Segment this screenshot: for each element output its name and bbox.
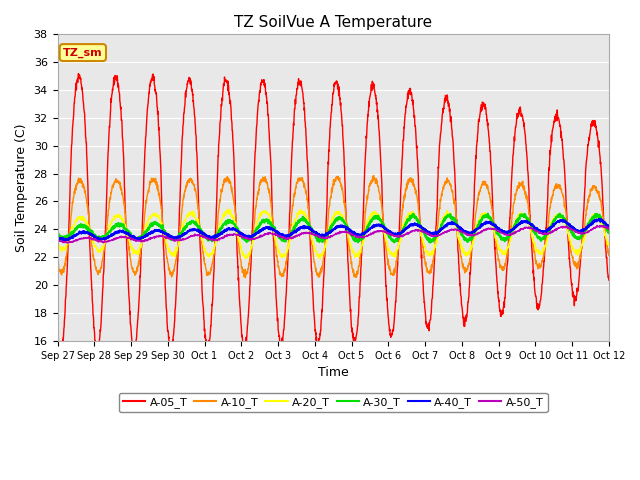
A-10_T: [349, 267, 357, 273]
A-05_T: [57, 353, 65, 359]
A-30_T: [349, 235, 356, 240]
A-10_T: [242, 275, 250, 280]
Line: A-20_T: A-20_T: [58, 209, 609, 259]
A-50_T: [605, 227, 612, 232]
A-30_T: [361, 229, 369, 235]
Line: A-40_T: A-40_T: [58, 219, 609, 240]
Line: A-10_T: A-10_T: [58, 175, 609, 277]
A-10_T: [362, 208, 369, 214]
A-05_T: [605, 277, 612, 283]
A-50_T: [207, 237, 215, 243]
A-20_T: [572, 246, 580, 252]
A-05_T: [362, 152, 369, 158]
A-20_T: [362, 228, 369, 234]
A-40_T: [605, 223, 612, 229]
A-10_T: [557, 186, 564, 192]
A-05_T: [572, 295, 580, 300]
A-50_T: [572, 229, 579, 235]
A-30_T: [605, 230, 612, 236]
A-10_T: [207, 264, 215, 270]
A-05_T: [54, 328, 61, 334]
A-40_T: [493, 226, 501, 231]
Legend: A-05_T, A-10_T, A-20_T, A-30_T, A-40_T, A-50_T: A-05_T, A-10_T, A-20_T, A-30_T, A-40_T, …: [118, 393, 548, 412]
Line: A-50_T: A-50_T: [58, 226, 609, 243]
A-10_T: [605, 252, 612, 258]
A-20_T: [494, 241, 502, 247]
A-50_T: [556, 225, 564, 230]
A-20_T: [557, 213, 564, 219]
A-10_T: [494, 252, 502, 258]
A-05_T: [557, 125, 564, 131]
A-20_T: [316, 256, 324, 262]
A-40_T: [207, 235, 215, 241]
A-30_T: [426, 240, 434, 245]
A-50_T: [362, 234, 369, 240]
A-05_T: [208, 309, 216, 314]
A-20_T: [349, 249, 357, 254]
Y-axis label: Soil Temperature (C): Soil Temperature (C): [15, 123, 28, 252]
A-20_T: [207, 251, 215, 257]
A-30_T: [54, 231, 61, 237]
A-40_T: [63, 238, 71, 243]
A-30_T: [494, 230, 502, 236]
Line: A-05_T: A-05_T: [58, 73, 609, 356]
A-40_T: [556, 218, 564, 224]
Text: TZ_sm: TZ_sm: [63, 48, 102, 58]
A-40_T: [362, 230, 369, 236]
A-50_T: [493, 228, 501, 234]
A-10_T: [54, 260, 61, 266]
A-40_T: [596, 216, 604, 222]
A-20_T: [225, 206, 232, 212]
A-30_T: [572, 235, 580, 240]
A-50_T: [54, 238, 61, 243]
A-50_T: [64, 240, 72, 246]
A-50_T: [349, 232, 357, 238]
A-20_T: [605, 242, 612, 248]
X-axis label: Time: Time: [318, 366, 349, 379]
A-05_T: [349, 338, 357, 344]
A-30_T: [484, 211, 492, 216]
Title: TZ SoilVue A Temperature: TZ SoilVue A Temperature: [234, 15, 432, 30]
A-50_T: [596, 223, 604, 228]
A-40_T: [572, 228, 579, 233]
A-10_T: [572, 262, 580, 268]
A-40_T: [349, 230, 357, 236]
A-05_T: [494, 290, 502, 296]
A-40_T: [54, 233, 61, 239]
A-05_T: [75, 71, 83, 76]
A-30_T: [557, 214, 564, 220]
A-10_T: [370, 172, 378, 178]
A-20_T: [54, 240, 61, 246]
A-30_T: [207, 238, 215, 243]
Line: A-30_T: A-30_T: [58, 214, 609, 242]
